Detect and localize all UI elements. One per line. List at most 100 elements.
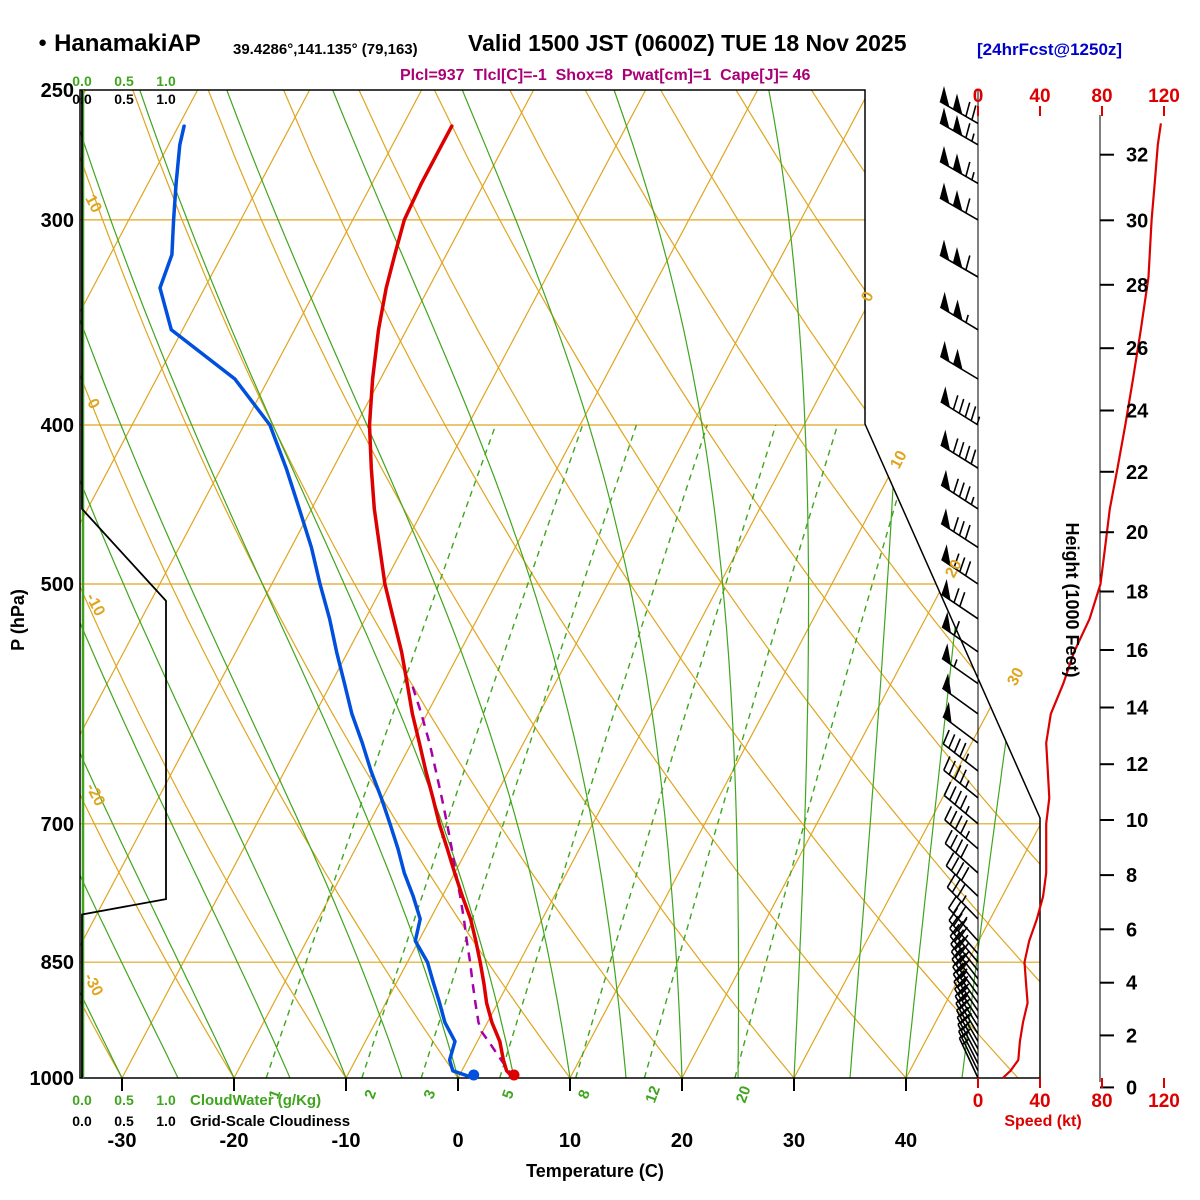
wind-barb xyxy=(939,122,979,146)
wind-barb xyxy=(941,553,979,585)
isotherm-line xyxy=(80,90,311,1078)
cloudiness-scale-bottom: 0.0 xyxy=(72,1113,92,1129)
pressure-tick-label: 500 xyxy=(41,574,74,596)
mixing-ratio-line xyxy=(734,424,920,1078)
cloudiness-scale-top: 0.5 xyxy=(114,91,134,107)
mixing-ratio-line xyxy=(265,424,497,1078)
dry-adiabat-line xyxy=(509,90,1040,1078)
wind-barb xyxy=(946,873,979,920)
moist-adiabat-line xyxy=(80,90,459,1078)
wind-barb xyxy=(939,306,979,331)
height-tick-label: 32 xyxy=(1126,145,1148,167)
isotherm-line xyxy=(905,90,1040,1078)
wind-barb xyxy=(947,895,979,942)
cloudiness-scale-bottom: 1.0 xyxy=(156,1113,176,1129)
isotherm-label: 20 xyxy=(942,557,965,581)
wind-barb-flag xyxy=(952,153,963,175)
cloudiness-scale-top: 0.0 xyxy=(72,91,92,107)
temperature-tick-label: -20 xyxy=(220,1130,249,1152)
height-tick-label: 6 xyxy=(1126,919,1137,941)
wind-barb xyxy=(941,620,979,653)
mixing-ratio-line xyxy=(575,424,777,1078)
parcel-curve xyxy=(410,683,516,1079)
cloudwater-scale-bottom: 1.0 xyxy=(156,1092,176,1108)
temperature-tick-label: 20 xyxy=(671,1130,693,1152)
cloudwater-axis-label: CloudWater (g/Kg) xyxy=(190,1092,321,1109)
wind-barb xyxy=(940,478,979,510)
wind-barb xyxy=(950,939,979,988)
dry-adiabat-line xyxy=(80,90,235,1078)
temperature-tick-label: 0 xyxy=(452,1130,463,1152)
height-tick-label: 10 xyxy=(1126,810,1148,832)
wind-barb-flag xyxy=(952,190,963,211)
mixing-ratio-label: 8 xyxy=(575,1088,594,1102)
temperature-tick-label: 40 xyxy=(895,1130,917,1152)
wind-barb xyxy=(951,947,979,996)
orange-grid xyxy=(80,90,1040,1078)
height-tick-label: 16 xyxy=(1126,640,1148,662)
plot-frame xyxy=(79,89,1041,1079)
height-axis-label: Height (1000 Feet) xyxy=(1062,522,1082,677)
height-tick-label: 30 xyxy=(1126,210,1148,232)
moist-adiabat-line xyxy=(961,90,1040,1078)
surface-temperature-dot xyxy=(508,1069,520,1081)
cloudwater-scale-bottom: 0.0 xyxy=(72,1092,92,1108)
moist-adiabat-line xyxy=(139,90,515,1078)
height-tick-label: 20 xyxy=(1126,522,1148,544)
station-name: HanamakiAP xyxy=(54,30,201,57)
wind-barb xyxy=(949,915,979,963)
pressure-axis-label: P (hPa) xyxy=(8,589,28,651)
mixing-ratio-line xyxy=(420,424,638,1078)
wind-barb xyxy=(941,657,979,685)
moist-adiabat-line xyxy=(461,90,683,1078)
speed-tick-label-top: 120 xyxy=(1148,86,1180,107)
surface-dewpoint-dot xyxy=(468,1069,480,1081)
cloudiness-scale-top: 1.0 xyxy=(156,91,176,107)
wind-barb-flag xyxy=(940,340,950,362)
pressure-tick-label: 250 xyxy=(41,80,74,102)
height-tick-label: 8 xyxy=(1126,865,1137,887)
moist-adiabat-line xyxy=(768,90,810,1078)
cloudwater-scale-bottom: 0.5 xyxy=(114,1092,134,1108)
dry-adiabat-line xyxy=(660,90,1040,1078)
speed-tick-label-top: 40 xyxy=(1029,86,1050,107)
moist-adiabat-line xyxy=(332,90,627,1078)
dry-adiabat-line xyxy=(433,90,1040,1078)
wind-barb-flag xyxy=(953,299,963,321)
wind-barb xyxy=(939,160,979,185)
speed-tick-label-top: 80 xyxy=(1091,86,1112,107)
wind-barb xyxy=(943,756,979,799)
height-tick-label: 12 xyxy=(1126,754,1148,776)
temperature-tick-label: -30 xyxy=(108,1130,137,1152)
speed-profile-curve xyxy=(1002,123,1162,1079)
temperature-tick-label: -10 xyxy=(332,1130,361,1152)
speed-tick-label-top: 0 xyxy=(973,86,984,107)
isotherm-line xyxy=(80,90,199,1078)
moist-adiabat-line xyxy=(613,90,740,1078)
dry-adiabat-label: -10 xyxy=(82,591,108,619)
moist-adiabat-line xyxy=(226,90,571,1078)
speed-tick-label-bottom: 80 xyxy=(1091,1091,1112,1112)
forecast-tag: [24hrFcst@1250z] xyxy=(977,40,1123,59)
speed-tick-label-bottom: 40 xyxy=(1029,1091,1050,1112)
moist-adiabat-line xyxy=(80,90,403,1078)
pressure-tick-label: 700 xyxy=(41,814,74,836)
speed-tick-label-bottom: 120 xyxy=(1148,1091,1180,1112)
dry-adiabat-line xyxy=(80,90,347,1078)
isotherm-line xyxy=(793,90,1040,1078)
temperature-axis-label: Temperature (C) xyxy=(526,1161,664,1181)
wind-barb xyxy=(939,197,979,221)
cloudiness-scale-bottom: 0.5 xyxy=(114,1113,134,1129)
wind-barb-flag xyxy=(939,145,950,167)
moist-adiabat-line xyxy=(80,90,291,1078)
mixing-ratio-label: 12 xyxy=(642,1084,664,1105)
height-tick-label: 2 xyxy=(1126,1025,1137,1047)
mixing-ratio-label: 5 xyxy=(499,1088,518,1102)
moist-adiabat-line xyxy=(80,90,235,1078)
dry-adiabat-label: 10 xyxy=(81,192,104,216)
height-tick-label: 22 xyxy=(1126,462,1148,484)
station-title: ● HanamakiAP xyxy=(38,30,201,58)
wind-barb xyxy=(941,588,979,620)
